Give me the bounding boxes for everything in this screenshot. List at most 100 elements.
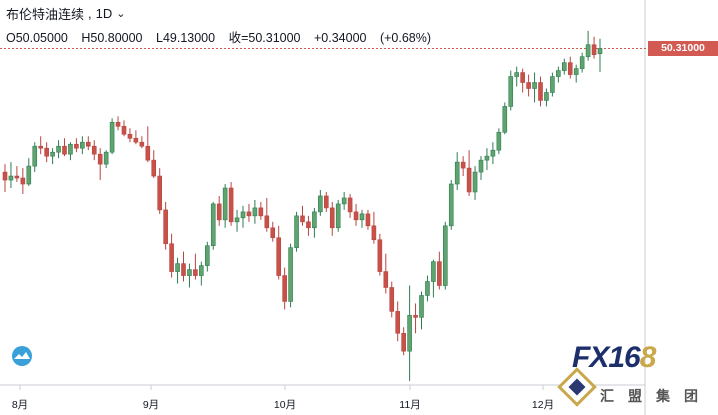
watermark-subtitle: 汇盟集团	[600, 388, 712, 404]
candle-body	[32, 145, 38, 167]
symbol-title: 布伦特油连续	[6, 7, 85, 22]
ohlc-low: L49.13000	[156, 31, 216, 45]
candle-body	[442, 225, 448, 286]
candle-body	[413, 315, 418, 318]
candle-body	[228, 187, 234, 223]
candle-body	[20, 177, 26, 185]
candle-body	[234, 217, 240, 223]
candle-body	[484, 155, 490, 161]
candle-body	[448, 183, 454, 227]
candle-body	[526, 82, 531, 89]
candle-body	[478, 159, 484, 173]
interval-label[interactable]: 1D	[95, 6, 113, 21]
candle-body	[323, 195, 329, 209]
candle-body	[97, 153, 103, 165]
candle-body	[199, 265, 204, 276]
symbol-header[interactable]: 布伦特油连续, 1D ⌄	[6, 4, 125, 23]
candle-body	[597, 48, 603, 54]
candle-body	[91, 145, 97, 155]
candle-body	[264, 215, 270, 229]
candle-body	[240, 211, 246, 219]
candle-body	[359, 213, 365, 221]
candle-body	[26, 165, 32, 185]
ohlc-legend: O50.05000 H50.80000 L49.13000 收=50.31000…	[6, 27, 441, 46]
x-tick-label: 12月	[531, 399, 555, 411]
candle-body	[502, 106, 508, 133]
candle-body	[270, 227, 276, 239]
candle-body	[318, 195, 323, 213]
candle-body	[86, 141, 91, 147]
candle-body	[181, 263, 186, 276]
ohlc-close: 收=50.31000	[228, 31, 301, 45]
candle-body	[115, 122, 121, 127]
candle-body	[454, 161, 460, 185]
candle-body	[532, 82, 537, 89]
candle-body	[490, 149, 496, 157]
candle-body	[401, 332, 406, 352]
candle-body	[210, 203, 216, 247]
x-tick-label: 10月	[273, 399, 297, 411]
candle-body	[127, 133, 133, 139]
chevron-down-icon[interactable]: ⌄	[116, 8, 126, 20]
ohlc-open: O50.05000	[6, 31, 68, 45]
candle-body	[341, 197, 347, 205]
x-tick-label: 11月	[399, 399, 421, 411]
candle-body	[121, 126, 127, 135]
candle-body	[193, 269, 198, 276]
candle-body	[407, 315, 412, 352]
candle-body	[419, 295, 424, 318]
x-tick-label: 9月	[142, 399, 160, 411]
candle-body	[2, 171, 8, 181]
candle-body	[246, 211, 252, 217]
candle-body	[50, 151, 55, 157]
candle-body	[151, 159, 157, 177]
candle-body	[163, 209, 168, 245]
candle-body	[8, 175, 14, 181]
candle-body	[377, 239, 383, 272]
candle-body	[139, 141, 145, 147]
ohlc-change-pct: (+0.68%)	[379, 31, 432, 45]
candle-body	[62, 145, 67, 155]
candle-body	[14, 175, 20, 179]
candle-body	[472, 171, 478, 193]
candle-body	[80, 141, 85, 149]
candle-body	[520, 72, 525, 83]
candle-body	[561, 62, 567, 71]
candle-body	[306, 221, 311, 229]
candle-body	[145, 145, 151, 161]
watermark-brand: FX168	[572, 341, 656, 374]
candle-body	[169, 243, 174, 272]
candle-body	[300, 215, 305, 223]
candle-body	[508, 76, 514, 107]
candle-body	[282, 275, 287, 302]
candle-body	[514, 72, 520, 77]
cloud-wave-icon[interactable]	[8, 345, 36, 367]
candle-body	[288, 247, 293, 302]
candles-group	[2, 30, 603, 382]
candle-body	[591, 44, 597, 55]
candle-body	[347, 197, 353, 213]
last-price-tag: 50.31000	[648, 41, 718, 56]
candle-body	[109, 122, 115, 153]
candle-body	[276, 237, 282, 276]
candle-body	[103, 151, 109, 165]
candle-body	[395, 311, 401, 334]
candle-body	[460, 161, 466, 169]
candle-body	[133, 137, 139, 143]
candle-body	[567, 62, 573, 75]
candle-body	[44, 147, 49, 157]
candle-body	[258, 207, 264, 217]
candle-body	[466, 167, 472, 193]
candle-body	[383, 271, 389, 288]
candle-body	[496, 131, 502, 151]
candle-body	[294, 215, 299, 248]
candle-body	[579, 56, 585, 69]
candle-body	[56, 145, 61, 153]
candle-body	[175, 263, 180, 272]
candle-body	[68, 143, 73, 155]
ohlc-high: H50.80000	[81, 31, 143, 45]
candle-body	[573, 68, 579, 75]
title-separator: ,	[88, 6, 92, 21]
candle-body	[550, 76, 555, 93]
